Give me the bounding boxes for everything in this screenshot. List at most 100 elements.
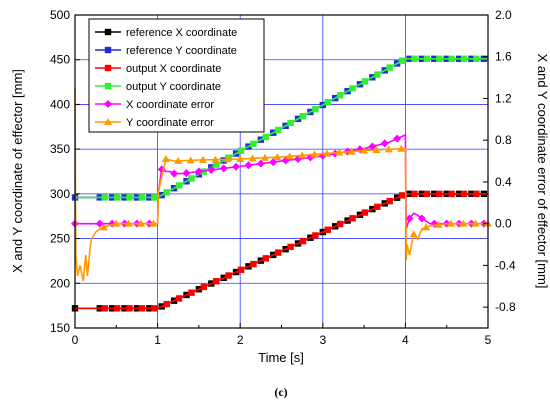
series-marker-y_error — [397, 144, 406, 152]
series-marker-output_y — [274, 126, 282, 134]
series-marker-x_error — [405, 214, 414, 223]
series-marker-output_y — [113, 194, 121, 201]
series-marker-output_y — [411, 55, 418, 63]
series-marker-x_error — [194, 167, 203, 176]
series-marker-output_x — [237, 266, 245, 273]
series-marker-y_error — [372, 146, 381, 154]
series-marker-y_error — [211, 155, 220, 163]
figure-caption: (c) — [274, 385, 287, 399]
legend-label: reference X coordinate — [126, 27, 237, 39]
series-marker-output_y — [448, 55, 455, 63]
y-right-tick-label: 1.2 — [495, 91, 512, 105]
series-marker-x_error — [219, 164, 228, 173]
series-marker-y_error — [347, 147, 356, 155]
series-marker-x_error — [331, 149, 340, 158]
legend-item-reference_y: reference Y coordinate — [95, 45, 237, 57]
x-tick-label: 1 — [154, 333, 161, 347]
series-marker-output_x — [101, 305, 108, 312]
series-marker-y_error — [335, 148, 344, 156]
series-marker-output_x — [411, 190, 418, 198]
series-marker-x_error — [256, 159, 265, 168]
axis-ticks: 0 1 2 3 4 5 150 200 250 300 350 400 450 500 -0.8 -0.4 0.… — [50, 8, 516, 347]
x-axis-title: Time [s] — [258, 350, 304, 365]
legend-swatch-marker — [104, 82, 112, 90]
series-marker-output_x — [262, 255, 270, 262]
series-marker-output_y — [262, 133, 270, 141]
series-marker-y_error — [409, 230, 418, 238]
series-line-y_error — [74, 87, 488, 282]
legend-label: reference Y coordinate — [126, 45, 237, 57]
series-marker-y_error — [149, 219, 158, 227]
legend-label: output Y coordinate — [126, 81, 221, 93]
y-left-tick-label: 200 — [50, 276, 70, 290]
series-marker-output_x — [250, 260, 257, 268]
series-marker-y_error — [223, 155, 232, 163]
y-left-tick-label: 300 — [50, 187, 70, 201]
series-marker-x_error — [182, 169, 191, 178]
y-right-tick-label: -0.8 — [495, 300, 516, 314]
series-marker-output_x — [349, 215, 356, 222]
legend-swatch-marker — [104, 118, 112, 125]
series-marker-output_y — [287, 119, 294, 127]
series-marker-output_y — [188, 175, 195, 182]
y-axis-left-title: X and Y coordinate of effector [mm] — [10, 69, 25, 273]
series-marker-y_error — [236, 154, 245, 162]
series-marker-y_error — [434, 220, 443, 228]
legend-label: X coordinate error — [126, 99, 214, 111]
series-marker-output_x — [188, 289, 195, 296]
x-tick-label: 4 — [402, 333, 409, 347]
y-left-tick-label: 400 — [50, 97, 70, 111]
series-marker-output_y — [138, 194, 146, 201]
series-marker-y_error — [260, 153, 269, 161]
series-marker-output_x — [274, 249, 282, 256]
y-axis-right-title: X and Y coordinate error of effector [mm… — [535, 54, 550, 289]
series-marker-y_error — [112, 219, 121, 227]
legend-swatch-marker — [104, 46, 112, 54]
series-marker-output_y — [237, 147, 245, 154]
legend-item-reference_x: reference X coordinate — [95, 27, 237, 39]
x-tick-label: 5 — [485, 333, 492, 347]
series-marker-output_y — [386, 64, 393, 71]
series-marker-output_y — [436, 55, 443, 63]
series-marker-x_error — [232, 162, 241, 171]
series-marker-output_y — [374, 71, 381, 78]
legend: reference X coordinate reference Y coordi… — [88, 18, 265, 133]
series-marker-output_x — [423, 190, 431, 198]
series-output_y — [75, 55, 488, 201]
series-marker-y_error — [285, 152, 294, 160]
legend-item-output_y: output Y coordinate — [95, 81, 221, 93]
series-marker-y_error — [174, 156, 183, 164]
series-marker-y_error — [471, 219, 480, 227]
series-line-output_x — [75, 193, 488, 310]
series-marker-output_x — [448, 190, 455, 198]
legend-box — [88, 18, 265, 133]
series-marker-output_y — [250, 140, 257, 148]
series-marker-output_x — [324, 226, 331, 233]
series-marker-output_x — [336, 220, 344, 228]
series-marker-x_error — [170, 169, 179, 178]
legend-label: output X coordinate — [126, 63, 221, 75]
y-left-tick-label: 250 — [50, 232, 70, 246]
series-marker-y_error — [248, 154, 257, 162]
series-marker-output_x — [126, 305, 133, 312]
series-marker-output_y — [151, 194, 158, 201]
y-right-tick-label: 0.4 — [495, 175, 512, 189]
y-left-tick-label: 350 — [50, 142, 70, 156]
series-marker-x_error — [417, 214, 426, 223]
series-marker-output_x — [151, 305, 158, 312]
x-tick-label: 3 — [319, 333, 326, 347]
series-marker-output_y — [213, 161, 220, 168]
series-marker-output_y — [460, 55, 468, 63]
series-marker-output_x — [374, 203, 381, 211]
y-right-tick-label: -0.4 — [495, 258, 516, 272]
series-marker-y_error — [322, 149, 331, 157]
series-marker-y_error — [186, 156, 195, 164]
series-marker-output_y — [175, 182, 183, 189]
series-marker-output_y — [324, 99, 331, 106]
series-marker-output_x — [113, 305, 121, 312]
legend-item-x_error: X coordinate error — [95, 99, 214, 111]
legend-label: Y coordinate error — [126, 117, 214, 129]
legend-items: reference X coordinate reference Y coordi… — [95, 27, 237, 129]
series-marker-output_x — [473, 190, 480, 198]
